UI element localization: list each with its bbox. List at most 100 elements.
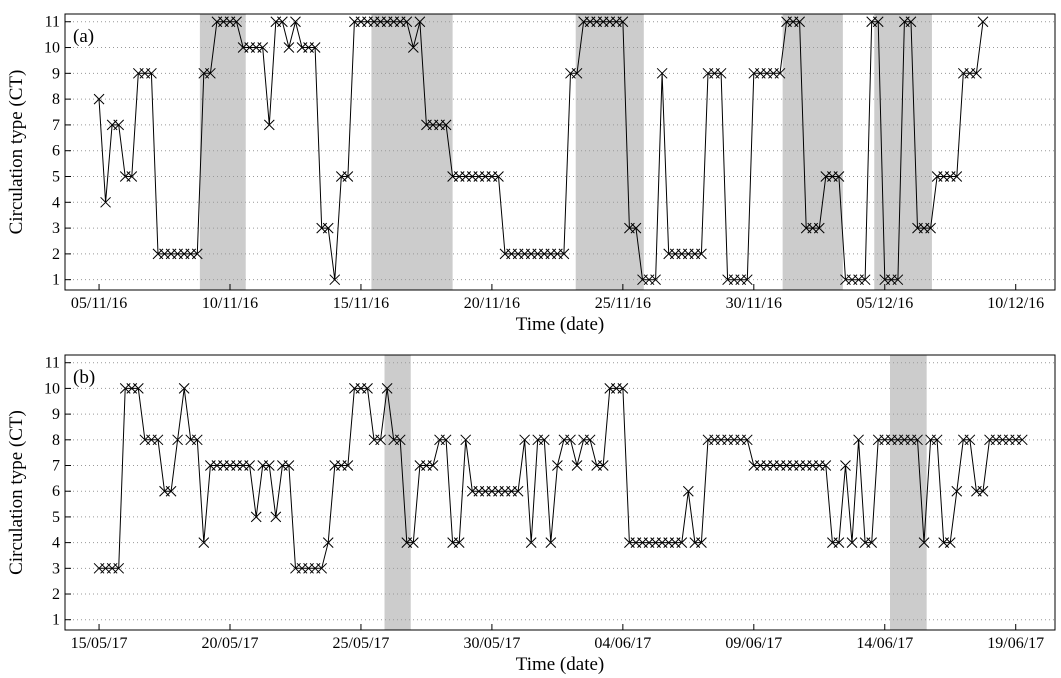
point-marker xyxy=(414,16,426,28)
x-tick-label: 20/11/16 xyxy=(464,295,520,312)
point-marker xyxy=(846,537,858,548)
point-marker xyxy=(951,171,963,182)
point-marker xyxy=(931,434,943,446)
point-marker xyxy=(309,42,321,53)
point-marker xyxy=(1016,434,1028,446)
point-marker xyxy=(741,274,753,286)
point-marker xyxy=(538,434,550,446)
y-tick-label: 7 xyxy=(52,458,60,475)
point-marker xyxy=(519,434,530,446)
x-axis-label: Time (date) xyxy=(516,654,604,675)
x-tick-label: 04/06/17 xyxy=(594,635,651,652)
point-marker xyxy=(165,485,177,497)
point-marker xyxy=(440,434,452,446)
y-tick-label: 7 xyxy=(52,117,60,134)
point-marker xyxy=(322,222,334,234)
y-tick-label: 1 xyxy=(52,272,60,289)
x-tick-label: 05/11/16 xyxy=(71,295,127,312)
point-marker xyxy=(205,67,216,79)
point-marker xyxy=(813,222,825,234)
point-marker xyxy=(866,537,878,548)
point-marker xyxy=(571,460,583,471)
point-marker xyxy=(971,67,982,79)
point-marker xyxy=(407,42,419,53)
y-tick-label: 9 xyxy=(52,65,60,82)
y-tick-label: 11 xyxy=(45,14,60,31)
point-marker xyxy=(794,16,805,28)
x-tick-label: 30/05/17 xyxy=(463,635,520,652)
shaded-period xyxy=(199,14,246,290)
point-marker xyxy=(342,171,354,182)
point-marker xyxy=(872,16,884,28)
point-marker xyxy=(558,248,570,260)
point-marker xyxy=(820,460,832,471)
shaded-period xyxy=(782,14,843,290)
point-marker xyxy=(407,537,419,548)
series-line xyxy=(98,21,984,281)
point-marker xyxy=(250,511,262,523)
point-marker xyxy=(859,274,871,286)
point-marker xyxy=(715,67,727,79)
point-marker xyxy=(113,119,125,131)
point-marker xyxy=(283,460,295,471)
x-tick-label: 10/11/16 xyxy=(202,295,258,312)
point-marker xyxy=(774,67,786,79)
point-marker xyxy=(545,537,557,548)
y-tick-label: 3 xyxy=(52,220,60,237)
y-tick-label: 6 xyxy=(52,143,60,160)
y-tick-label: 2 xyxy=(52,246,60,263)
point-marker xyxy=(244,460,255,471)
point-marker xyxy=(676,537,688,548)
point-marker xyxy=(427,460,439,471)
point-marker xyxy=(126,171,138,182)
point-marker xyxy=(951,485,963,497)
point-marker xyxy=(362,383,373,394)
point-marker xyxy=(565,434,576,446)
point-marker xyxy=(630,222,642,234)
x-axis-label: Time (date) xyxy=(516,314,604,335)
point-marker xyxy=(512,485,524,497)
point-marker xyxy=(277,16,288,28)
point-marker xyxy=(146,67,157,79)
x-tick-label: 15/05/17 xyxy=(71,635,128,652)
point-marker xyxy=(401,16,413,28)
point-marker xyxy=(322,537,334,548)
point-marker xyxy=(93,93,105,105)
y-axis-label: Circulation type (CT) xyxy=(6,410,27,575)
point-marker xyxy=(263,119,275,131)
point-marker xyxy=(440,119,452,131)
point-marker xyxy=(696,537,707,548)
panel-label: (b) xyxy=(73,367,95,388)
point-marker xyxy=(682,485,694,497)
point-marker xyxy=(840,460,851,471)
y-tick-label: 11 xyxy=(45,355,60,372)
point-marker xyxy=(741,434,753,446)
point-marker xyxy=(650,274,661,286)
y-tick-label: 4 xyxy=(52,535,60,552)
point-marker xyxy=(172,434,183,446)
point-marker xyxy=(191,248,203,260)
y-tick-label: 6 xyxy=(52,483,60,500)
point-marker xyxy=(316,562,328,574)
shaded-period xyxy=(575,14,644,290)
point-marker xyxy=(329,274,341,286)
point-marker xyxy=(263,460,275,471)
series-line xyxy=(99,387,1023,569)
y-tick-label: 2 xyxy=(52,586,60,603)
point-marker xyxy=(905,16,917,28)
point-marker xyxy=(656,67,668,79)
point-marker xyxy=(833,171,845,182)
y-tick-label: 5 xyxy=(52,169,60,186)
point-marker xyxy=(290,16,301,28)
y-tick-label: 3 xyxy=(52,560,60,577)
point-marker xyxy=(394,434,406,446)
point-marker xyxy=(552,460,563,471)
x-tick-label: 19/06/17 xyxy=(987,635,1044,652)
point-marker xyxy=(571,67,583,79)
shaded-period xyxy=(371,14,453,290)
y-tick-label: 8 xyxy=(52,91,60,108)
point-marker xyxy=(912,434,923,446)
point-marker xyxy=(493,171,504,182)
point-marker xyxy=(964,434,976,446)
